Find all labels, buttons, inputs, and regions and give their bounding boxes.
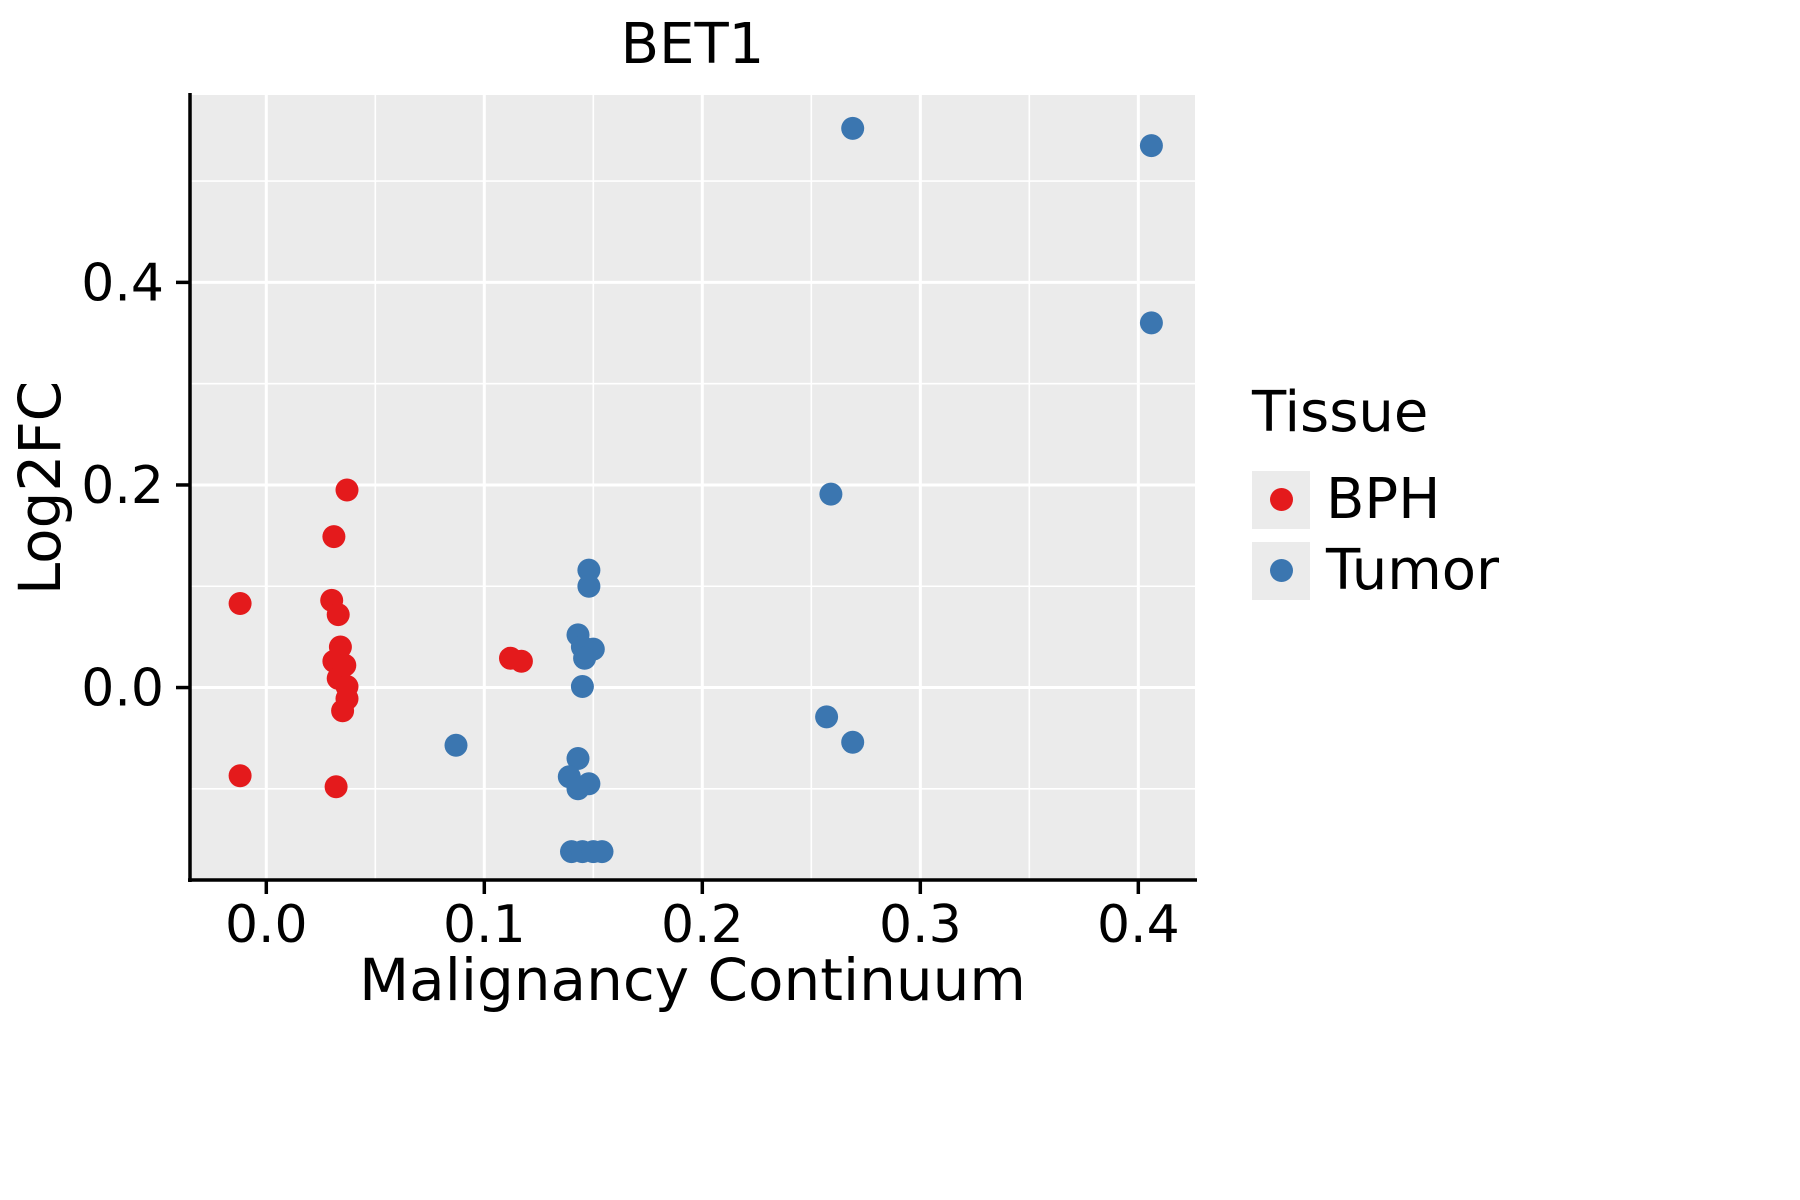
legend-key	[1252, 470, 1310, 529]
data-point-tumor	[841, 730, 865, 754]
data-point-tumor	[566, 747, 590, 770]
data-point-tumor	[815, 705, 839, 729]
x-tick-label: 0.2	[661, 895, 744, 955]
data-point-bph	[509, 649, 533, 673]
data-point-bph	[324, 775, 348, 799]
legend-label: BPH	[1326, 467, 1441, 532]
data-point-tumor	[819, 482, 843, 506]
data-point-bph	[228, 592, 252, 615]
y-axis-title: Log2FC	[6, 380, 74, 596]
data-point-tumor	[1139, 311, 1163, 335]
chart-title: BET1	[620, 12, 765, 77]
x-tick-label: 0.0	[225, 895, 308, 955]
legend-items: BPH Tumor	[1252, 467, 1499, 603]
y-tick-label: 0.4	[81, 253, 164, 313]
data-point-tumor	[566, 777, 590, 801]
legend-item-bph: BPH	[1252, 467, 1499, 532]
data-point-bph	[326, 603, 350, 627]
data-point-tumor	[1139, 134, 1163, 158]
data-point-tumor	[573, 646, 597, 670]
legend-item-tumor: Tumor	[1252, 538, 1499, 603]
x-tick-label: 0.4	[1097, 895, 1180, 955]
data-point-bph	[335, 478, 359, 502]
legend: Tissue BPH Tumor	[1252, 380, 1499, 609]
x-axis-title: Malignancy Continuum	[359, 946, 1026, 1014]
legend-label: Tumor	[1326, 538, 1500, 603]
data-point-tumor	[570, 675, 594, 698]
y-tick-label: 0.0	[81, 659, 164, 719]
legend-title: Tissue	[1252, 380, 1429, 445]
legend-dot-icon	[1269, 559, 1293, 582]
data-point-tumor	[841, 116, 865, 140]
legend-key	[1252, 541, 1310, 600]
data-point-tumor	[590, 840, 614, 864]
data-point-tumor	[444, 733, 468, 757]
legend-dot-icon	[1269, 488, 1293, 511]
x-tick-label: 0.3	[879, 895, 962, 955]
data-point-tumor	[577, 574, 601, 598]
data-point-tumor	[577, 558, 601, 582]
x-tick-label: 0.1	[443, 895, 526, 955]
y-tick-label: 0.2	[81, 456, 164, 516]
data-point-bph	[228, 764, 252, 788]
data-point-bph	[322, 525, 346, 549]
data-point-bph	[331, 699, 355, 723]
